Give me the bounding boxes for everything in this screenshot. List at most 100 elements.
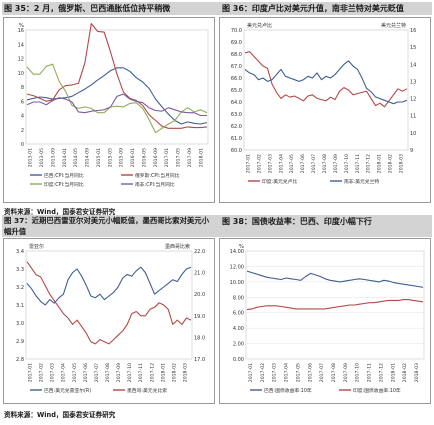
y-tick-label-right: 20.0 (194, 292, 205, 298)
x-tick-label: 2015-05 (107, 148, 113, 167)
x-tick-label: 2013-05 (39, 148, 45, 167)
fig35-panel: 0 2 4 6 8 10 12 14 16% 2013-01 2013-05 2013-09 2014-… (3, 17, 215, 203)
x-tick-label: 2016-09 (153, 148, 159, 167)
y-tick-label-left: 60.0 (231, 148, 242, 154)
y-tick-label-left: 3.1 (16, 303, 24, 309)
x-tick-label: 2017-02 (260, 363, 266, 382)
top-caption-band (2, 2, 432, 15)
x-tick-label: 2017-06 (83, 363, 89, 382)
y-tick-label-right: 19.0 (194, 314, 205, 320)
y-tick-label-left: 12.00 (230, 264, 244, 270)
y-tick-label-left: 12 (18, 57, 24, 63)
x-tick-label: 2017-09 (116, 363, 122, 382)
legend-label: 巴西:CPI:当月同比 (44, 172, 84, 179)
x-tick-label: 2018-02 (402, 363, 408, 382)
x-tick-label: 2016-05 (141, 148, 147, 167)
x-tick-label: 2017-03 (50, 363, 56, 382)
series-line (246, 299, 424, 311)
legend-label: 俄罗斯:CPI:当月同比 (135, 172, 180, 179)
y-tick-label-left: 3.0 (16, 321, 24, 327)
fig36-caption: 图 36：印度卢比对美元升值，南非兰特对美元贬值 (222, 4, 404, 13)
left-axis-annotation: 雷亚尔 (29, 243, 44, 250)
y-axis-unit: % (239, 244, 244, 250)
legend-label: 印度:美元兑卢比 (262, 178, 297, 185)
y-tick-label-right: 16 (410, 28, 416, 34)
x-tick-label: 2018-01 (390, 363, 396, 382)
fig38-panel: 0.00 2.00 4.00 6.00 8.00 10.00 12.00 14.00% 2017… (219, 238, 431, 404)
fig37-panel: 2.8 2.9 3.0 3.1 3.2 3.3 3.4 17.0 18.0 19.0 20.0 21.… (3, 238, 215, 404)
x-tick-label: 2014-05 (73, 148, 79, 167)
y-tick-label-left: 62.0 (231, 124, 242, 130)
y-tick-label-left: 64.0 (231, 100, 242, 106)
y-tick-label-left: 4.00 (233, 326, 244, 332)
x-tick-label: 2017-10 (127, 363, 133, 382)
x-tick-label: 2017-11 (367, 363, 373, 382)
legend-label: 墨西哥:美元兑比索 (127, 387, 167, 394)
legend-label: 南非:美元兑兰特 (344, 178, 379, 185)
y-tick-label-left: 63.0 (231, 112, 242, 118)
right-axis-annotation: 墨西哥比索 (165, 243, 190, 250)
x-tick-label: 2017-11 (138, 363, 144, 382)
x-tick-label: 2017-02 (256, 154, 262, 173)
x-tick-label: 2017-03 (272, 363, 278, 382)
x-tick-label: 2018-03 (182, 363, 188, 382)
x-tick-label: 2013-01 (28, 148, 34, 167)
y-tick-label-right: 12 (410, 97, 416, 103)
plot-frame (245, 250, 425, 360)
y-tick-label-left: 67.0 (231, 64, 242, 70)
x-tick-label: 2018-01 (377, 154, 383, 173)
y-tick-label-right: 17.0 (194, 357, 205, 363)
y-tick-label-left: 66.0 (231, 76, 242, 82)
y-tick-label-left: 6 (21, 99, 24, 105)
series-line (244, 60, 408, 105)
y-tick-label-left: 3.2 (16, 285, 24, 291)
x-tick-label: 2017-02 (39, 363, 45, 382)
source-note-bottom: 资料来源：Wind，国泰君安证券研究 (4, 411, 116, 419)
legend-label: 南非:CPI:当月同比 (135, 181, 175, 188)
x-tick-label: 2017-08 (105, 363, 111, 382)
x-tick-label: 2018-01 (198, 148, 204, 167)
y-tick-label-left: 16 (18, 28, 24, 34)
x-tick-label: 2015-01 (96, 148, 102, 167)
y-tick-label-left: 65.0 (231, 88, 242, 94)
x-tick-label: 2017-04 (278, 154, 284, 173)
bottom-caption-band (2, 215, 432, 237)
y-tick-label-left: 3.4 (16, 249, 24, 255)
source-note-top: 资料来源：Wind，国泰君安证券研究 (4, 208, 116, 216)
y-tick-label-right: 9 (410, 148, 413, 154)
x-tick-label: 2017-09 (343, 363, 349, 382)
right-axis-annotation: 美元兑兰特 (381, 22, 406, 29)
plot-frame (243, 29, 409, 151)
x-tick-label: 2017-05 (289, 154, 295, 173)
y-tick-label-left: 68.0 (231, 52, 242, 58)
y-tick-label-right: 10 (410, 131, 416, 137)
legend-label: 印度:CPI:当月同比 (44, 181, 84, 188)
y-tick-label-left: 10.00 (230, 280, 244, 286)
y-tick-label-left: 14 (18, 42, 24, 48)
y-tick-label-left: 69.0 (231, 40, 242, 46)
x-tick-label: 2017-01 (164, 148, 170, 167)
y-tick-label-left: 10 (18, 71, 24, 77)
series-line (26, 93, 207, 117)
plot-frame (25, 29, 209, 145)
y-tick-label-left: 8 (21, 85, 24, 91)
x-tick-label: 2017-10 (355, 363, 361, 382)
x-tick-label: 2017-12 (378, 363, 384, 382)
y-tick-label-left: 2 (21, 128, 24, 134)
series-line (26, 63, 208, 134)
fig37-chart: 2.8 2.9 3.0 3.1 3.2 3.3 3.4 17.0 18.0 19.0 20.0 21.… (16, 243, 205, 394)
x-tick-label: 2018-02 (171, 363, 177, 382)
series-line (244, 51, 408, 108)
y-tick-label-left: 2.8 (16, 357, 24, 363)
x-tick-label: 2014-01 (62, 148, 68, 167)
fig36-panel: 60.0 61.0 62.0 63.0 64.0 65.0 66.0 67.0 68.0 69.0… (219, 17, 431, 203)
x-tick-label: 2017-08 (322, 154, 328, 173)
x-tick-label: 2017-06 (300, 154, 306, 173)
y-tick-label-left: 3.3 (16, 267, 24, 273)
y-tick-label-left: 0 (21, 142, 24, 148)
fig37-caption: 图 37：近期巴西雷亚尔对美元小幅贬值，墨西哥比索对美元小幅升值 (4, 216, 210, 236)
x-tick-label: 2018-02 (388, 154, 394, 173)
y-tick-label-right: 11 (410, 114, 416, 120)
left-axis-annotation: 美元兑卢比 (247, 22, 272, 29)
x-tick-label: 2017-09 (187, 148, 193, 167)
